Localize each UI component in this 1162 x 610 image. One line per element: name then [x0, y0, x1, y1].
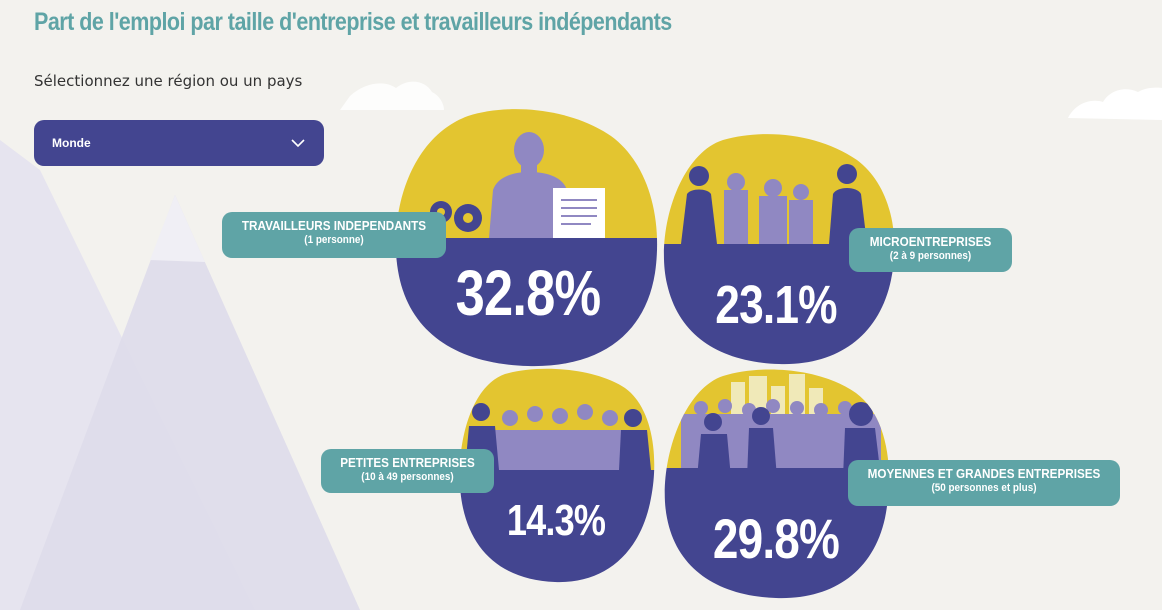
tag-small-enterprises: PETITES ENTREPRISES (10 à 49 personnes)	[321, 449, 494, 493]
worker-silhouette	[489, 132, 571, 238]
label-self-employed: TRAVAILLEURS INDEPENDANTS	[241, 218, 427, 233]
tag-micro-enterprises: MICROENTREPRISES (2 à 9 personnes)	[849, 228, 1012, 272]
label-micro-enterprises: MICROENTREPRISES	[869, 234, 992, 249]
value-micro-enterprises: 23.1%	[715, 275, 837, 335]
label-large-enterprises: MOYENNES ET GRANDES ENTREPRISES	[867, 466, 1101, 481]
value-self-employed: 32.8%	[455, 257, 602, 329]
people-silhouettes	[724, 173, 813, 244]
region-select-dropdown[interactable]: Monde	[34, 120, 324, 166]
value-large-enterprises: 29.8%	[712, 507, 840, 570]
crowd-silhouettes	[495, 404, 635, 470]
chevron-down-icon	[291, 139, 305, 148]
blob-small-enterprises	[455, 368, 657, 586]
label-small-enterprises: PETITES ENTREPRISES	[340, 455, 475, 470]
sublabel-large-enterprises: (50 personnes et plus)	[931, 482, 1037, 494]
region-select-value: Monde	[52, 136, 91, 150]
sublabel-self-employed: (1 personne)	[304, 234, 364, 246]
region-select-label: Sélectionnez une région ou un pays	[34, 72, 303, 90]
value-small-enterprises: 14.3%	[506, 496, 606, 545]
blob-self-employed	[393, 108, 661, 370]
tag-self-employed: TRAVAILLEURS INDEPENDANTS (1 personne)	[222, 212, 446, 258]
tag-large-enterprises: MOYENNES ET GRANDES ENTREPRISES (50 pers…	[848, 460, 1120, 506]
page-title: Part de l'emploi par taille d'entreprise…	[34, 8, 672, 36]
document-illustration	[553, 188, 605, 238]
sublabel-small-enterprises: (10 à 49 personnes)	[361, 471, 454, 483]
sublabel-micro-enterprises: (2 à 9 personnes)	[889, 250, 972, 262]
